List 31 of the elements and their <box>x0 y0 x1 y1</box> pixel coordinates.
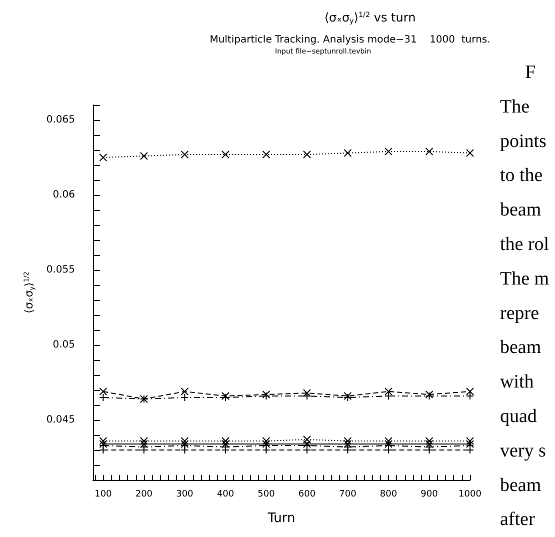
text: points <box>500 130 546 152</box>
y-tick-label: 0.06 <box>52 190 75 200</box>
text: quad <box>500 406 538 427</box>
text: beam <box>500 200 542 221</box>
y-tick-label: 0.055 <box>46 264 75 276</box>
text: beam <box>500 337 542 358</box>
x-tick-label: 500 <box>258 490 276 500</box>
x-tick-label: 600 <box>298 490 316 500</box>
text: The <box>500 96 530 118</box>
y-tick-label: 0.065 <box>46 114 75 126</box>
x-tick-label: 200 <box>135 490 153 500</box>
text: with <box>500 372 534 393</box>
x-tick-label: 700 <box>339 490 357 500</box>
x-tick-label: 100 <box>94 490 112 500</box>
x-axis-title: Turn <box>266 511 296 526</box>
x-tick-label: 800 <box>380 490 398 500</box>
x-tick-label: 400 <box>216 490 234 500</box>
y-tick-label: 0.045 <box>46 414 75 426</box>
text: beam <box>500 474 542 496</box>
text: very s <box>500 440 546 462</box>
x-tick-label: 900 <box>420 490 438 500</box>
text: F <box>525 62 536 83</box>
text: The m <box>500 268 550 290</box>
x-tick-label: 300 <box>176 490 194 500</box>
chart-subtitle: Multiparticle Tracking. Analysis mode−31 1000 turns. <box>210 34 490 46</box>
y-tick-label: 0.05 <box>52 340 75 350</box>
text: repre <box>500 302 540 324</box>
text: to the <box>500 165 543 186</box>
x-tick-label: 1000 <box>458 490 482 500</box>
text: the rol <box>500 234 550 255</box>
text: after <box>500 509 536 530</box>
